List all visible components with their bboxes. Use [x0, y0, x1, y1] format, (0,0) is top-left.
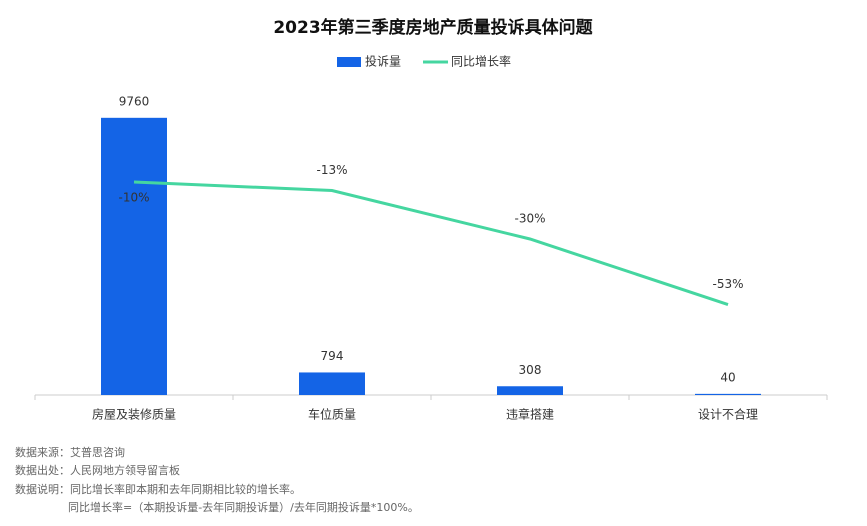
- note: 同比增长率=（本期投诉量-去年同期投诉量）/去年同期投诉量*100%。: [68, 500, 419, 514]
- chart-title: 2023年第三季度房地产质量投诉具体问题: [273, 17, 593, 38]
- bar: [695, 393, 761, 395]
- bar: [101, 117, 167, 395]
- note: 数据来源：艾普思咨询: [15, 445, 125, 459]
- x-tick-label: 房屋及装修质量: [92, 407, 176, 422]
- note: 数据出处：人民网地方领导留言板: [15, 463, 180, 477]
- bar-label: 40: [720, 370, 735, 384]
- note: 数据说明：同比增长率即本期和去年同期相比较的增长率。: [15, 482, 301, 496]
- bar-label: 308: [519, 363, 542, 377]
- bar-label: 794: [321, 349, 344, 363]
- line-label: -53%: [712, 277, 743, 291]
- line-label: -13%: [316, 163, 347, 177]
- x-tick-label: 设计不合理: [698, 407, 758, 422]
- bar: [299, 372, 365, 395]
- bar-label: 9760: [119, 94, 150, 108]
- line: [133, 180, 729, 306]
- line-label: -10%: [118, 191, 149, 205]
- x-tick-label: 车位质量: [308, 407, 356, 422]
- legend-swatch: [337, 57, 361, 67]
- x-tick-label: 违章搭建: [506, 407, 554, 422]
- line-label: -30%: [514, 212, 545, 226]
- bar: [497, 386, 563, 395]
- legend-label: 投诉量: [365, 54, 401, 69]
- legend-label: 同比增长率: [451, 54, 511, 69]
